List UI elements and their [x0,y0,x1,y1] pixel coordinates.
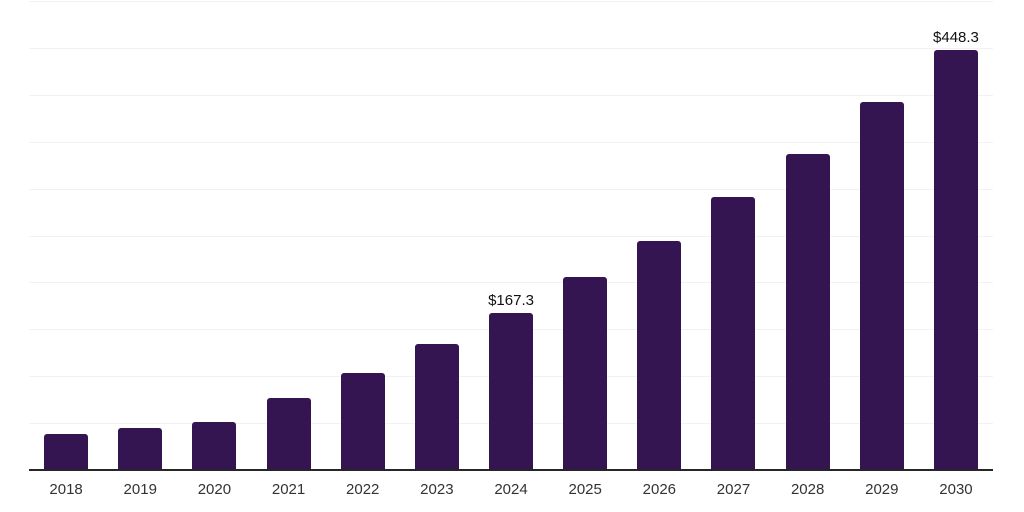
x-tick-label-2019: 2019 [123,481,157,498]
bar-2020[interactable] [192,421,237,470]
bar-column-2029 [845,0,919,470]
x-tick-label-2029: 2029 [865,481,899,498]
bar-column-2021 [251,0,325,470]
bar-column-2026 [622,0,696,470]
x-tick-label-2026: 2026 [642,481,677,498]
bar-2030[interactable]: $448.3 [933,30,979,470]
bar-column-2025 [548,0,622,470]
x-tick-label-2028: 2028 [790,481,825,498]
bar-2029[interactable] [859,102,904,470]
bar-2027[interactable] [711,196,756,470]
bar-2025[interactable] [563,277,608,470]
bar-column-2030: $448.3 [919,0,993,470]
bar-2019[interactable] [118,427,163,470]
x-tick-label-2023: 2023 [420,481,454,498]
bar-2024[interactable]: $167.3 [488,293,534,470]
gridline [29,47,993,49]
data-label-2030: $448.3 [933,28,979,46]
bar-2022[interactable] [340,373,385,470]
data-label-2024: $167.3 [488,292,534,310]
gridline [29,94,993,96]
bar-column-2018 [29,0,103,470]
x-tick-label-2021: 2021 [271,481,306,498]
x-tick-label-2030: 2030 [939,481,973,498]
bar-column-2023 [400,0,474,470]
bar-column-2028 [771,0,845,470]
x-axis-tick-labels: 2018 2019 2020 2021 2022 2023 2024 2025 2026 2027… [29,481,993,499]
bar-2026[interactable] [637,240,682,470]
gridline [29,1,993,2]
x-axis-line [29,469,993,471]
gridline [29,282,993,284]
bars-container: $167.3 $448.3 [29,0,993,470]
x-tick-label-2020: 2020 [197,481,232,498]
x-tick-label-2027: 2027 [716,481,751,498]
bar-column-2020 [177,0,251,470]
bar-column-2027 [696,0,770,470]
bar-column-2022 [326,0,400,470]
bar-column-2019 [103,0,177,470]
bar-column-2024: $167.3 [474,0,548,470]
x-tick-label-2022: 2022 [346,481,380,498]
x-tick-label-2024: 2024 [494,481,528,498]
bar-2028[interactable] [785,153,830,470]
gridline [29,188,993,190]
x-tick-label-2025: 2025 [568,481,602,498]
bar-2023[interactable] [414,344,459,470]
bar-2021[interactable] [266,398,311,470]
gridline [29,141,993,143]
x-tick-label-2018: 2018 [49,481,83,498]
bar-2018[interactable] [44,434,89,470]
gridline [29,235,993,237]
